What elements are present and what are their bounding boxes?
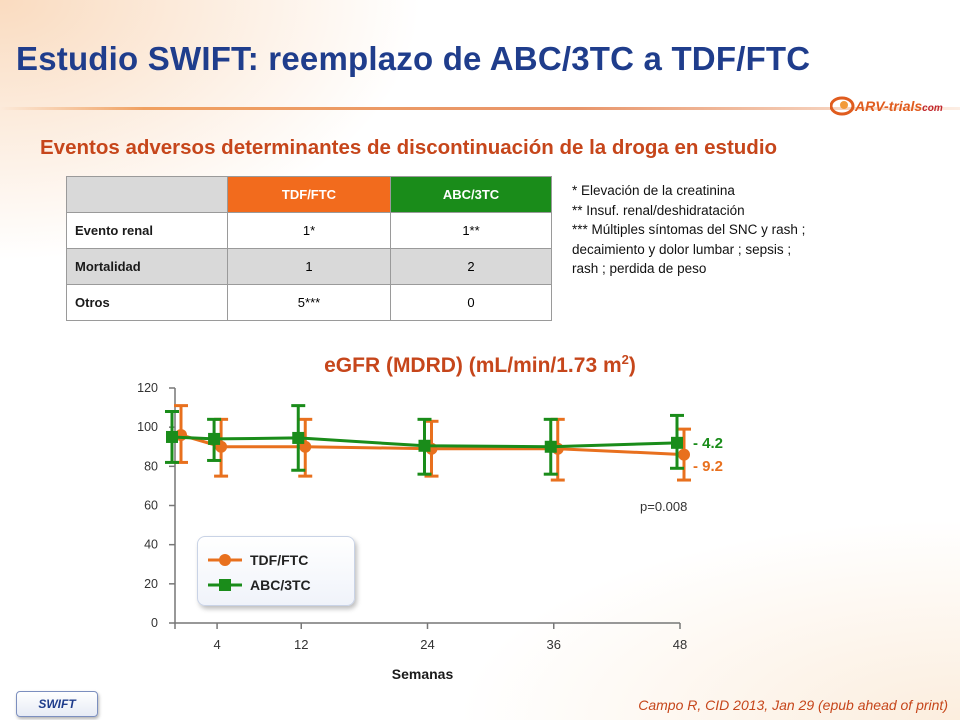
cell-abc: 2: [390, 248, 552, 285]
citation: Campo R, CID 2013, Jan 29 (epub ahead of…: [638, 697, 948, 713]
table-row: Otros 5*** 0: [66, 284, 552, 321]
y-tick-label: 80: [144, 459, 158, 473]
y-tick-label: 120: [137, 381, 158, 395]
arv-trials-logo: ARV-trialscom: [830, 92, 955, 120]
x-tick-label: 12: [294, 637, 308, 652]
cell-tdf: 1*: [227, 212, 391, 249]
annotation-abc-change: - 4.2: [693, 435, 723, 452]
logo-brand: ARV-trials: [855, 98, 923, 114]
annotation-tdf-change: - 9.2: [693, 458, 723, 475]
row-label-mortalidad: Mortalidad: [66, 248, 228, 285]
table-header-abc-3tc: ABC/3TC: [390, 176, 552, 213]
footnote-line: *** Múltiples síntomas del SNC y rash ;: [572, 222, 806, 237]
data-point: [292, 431, 305, 444]
footnote-line: rash ; perdida de peso: [572, 261, 707, 276]
data-point: [166, 430, 178, 443]
chart-title-main: eGFR (MDRD) (mL/min/1.73 m: [324, 354, 622, 377]
y-tick-label: 20: [144, 577, 158, 591]
x-tick-label: 4: [213, 637, 220, 652]
chart-title-end: ): [628, 354, 636, 377]
cell-abc: 0: [390, 284, 552, 321]
cell-tdf: 5***: [227, 284, 391, 321]
legend-swatch-square-icon: [208, 579, 242, 591]
p-value-label: p=0.008: [640, 499, 687, 514]
row-label-otros: Otros: [66, 284, 228, 321]
legend-label: ABC/3TC: [250, 577, 311, 593]
chart-title: eGFR (MDRD) (mL/min/1.73 m2): [0, 352, 960, 378]
y-tick-label: 100: [137, 420, 158, 434]
table-header-row: TDF/FTC ABC/3TC: [66, 176, 552, 213]
cell-tdf: 1: [227, 248, 391, 285]
data-point: [671, 436, 683, 449]
x-tick-label: 48: [673, 637, 687, 652]
chart-legend: TDF/FTC ABC/3TC: [197, 536, 355, 606]
data-point: [544, 440, 557, 453]
logo-text: ARV-trialscom: [855, 98, 943, 114]
x-axis-title: Semanas: [392, 666, 454, 682]
footnote-line: decaimiento y dolor lumbar ; sepsis ;: [572, 241, 792, 257]
legend-item-tdf-ftc: TDF/FTC: [208, 550, 308, 570]
row-label-evento-renal: Evento renal: [66, 212, 228, 249]
title-divider: [0, 107, 960, 110]
y-tick-label: 60: [144, 499, 158, 513]
adverse-events-table: TDF/FTC ABC/3TC Evento renal 1* 1** Mort…: [66, 176, 552, 321]
logo-swirl-icon: [830, 96, 855, 116]
data-point: [208, 432, 221, 445]
logo-suffix: com: [922, 103, 943, 114]
data-point: [678, 448, 690, 461]
data-point: [418, 439, 431, 452]
footnote-line: * Elevación de la creatinina: [572, 183, 735, 198]
y-tick-label: 0: [151, 616, 158, 630]
page-title: Estudio SWIFT: reemplazo de ABC/3TC a TD…: [16, 40, 811, 77]
legend-label: TDF/FTC: [250, 552, 309, 568]
section-subtitle: Eventos adversos determinantes de discon…: [40, 136, 778, 159]
x-tick-label: 24: [420, 637, 434, 652]
chart-title-superscript: 2: [621, 352, 629, 367]
footnote-line: ** Insuf. renal/deshidratación: [572, 202, 745, 218]
legend-swatch-circle-icon: [208, 554, 242, 566]
study-badge: SWIFT: [16, 691, 98, 717]
x-tick-label: 36: [547, 637, 561, 652]
table-header-tdf-ftc: TDF/FTC: [227, 176, 391, 213]
y-tick-label: 40: [144, 538, 158, 552]
series-line-abc-3tc: [171, 435, 678, 449]
table-header-empty: [66, 176, 228, 213]
legend-item-abc-3tc: ABC/3TC: [208, 575, 311, 595]
footnotes: * Elevación de la creatinina ** Insuf. r…: [572, 181, 932, 279]
table-row: Mortalidad 1 2: [66, 248, 552, 285]
